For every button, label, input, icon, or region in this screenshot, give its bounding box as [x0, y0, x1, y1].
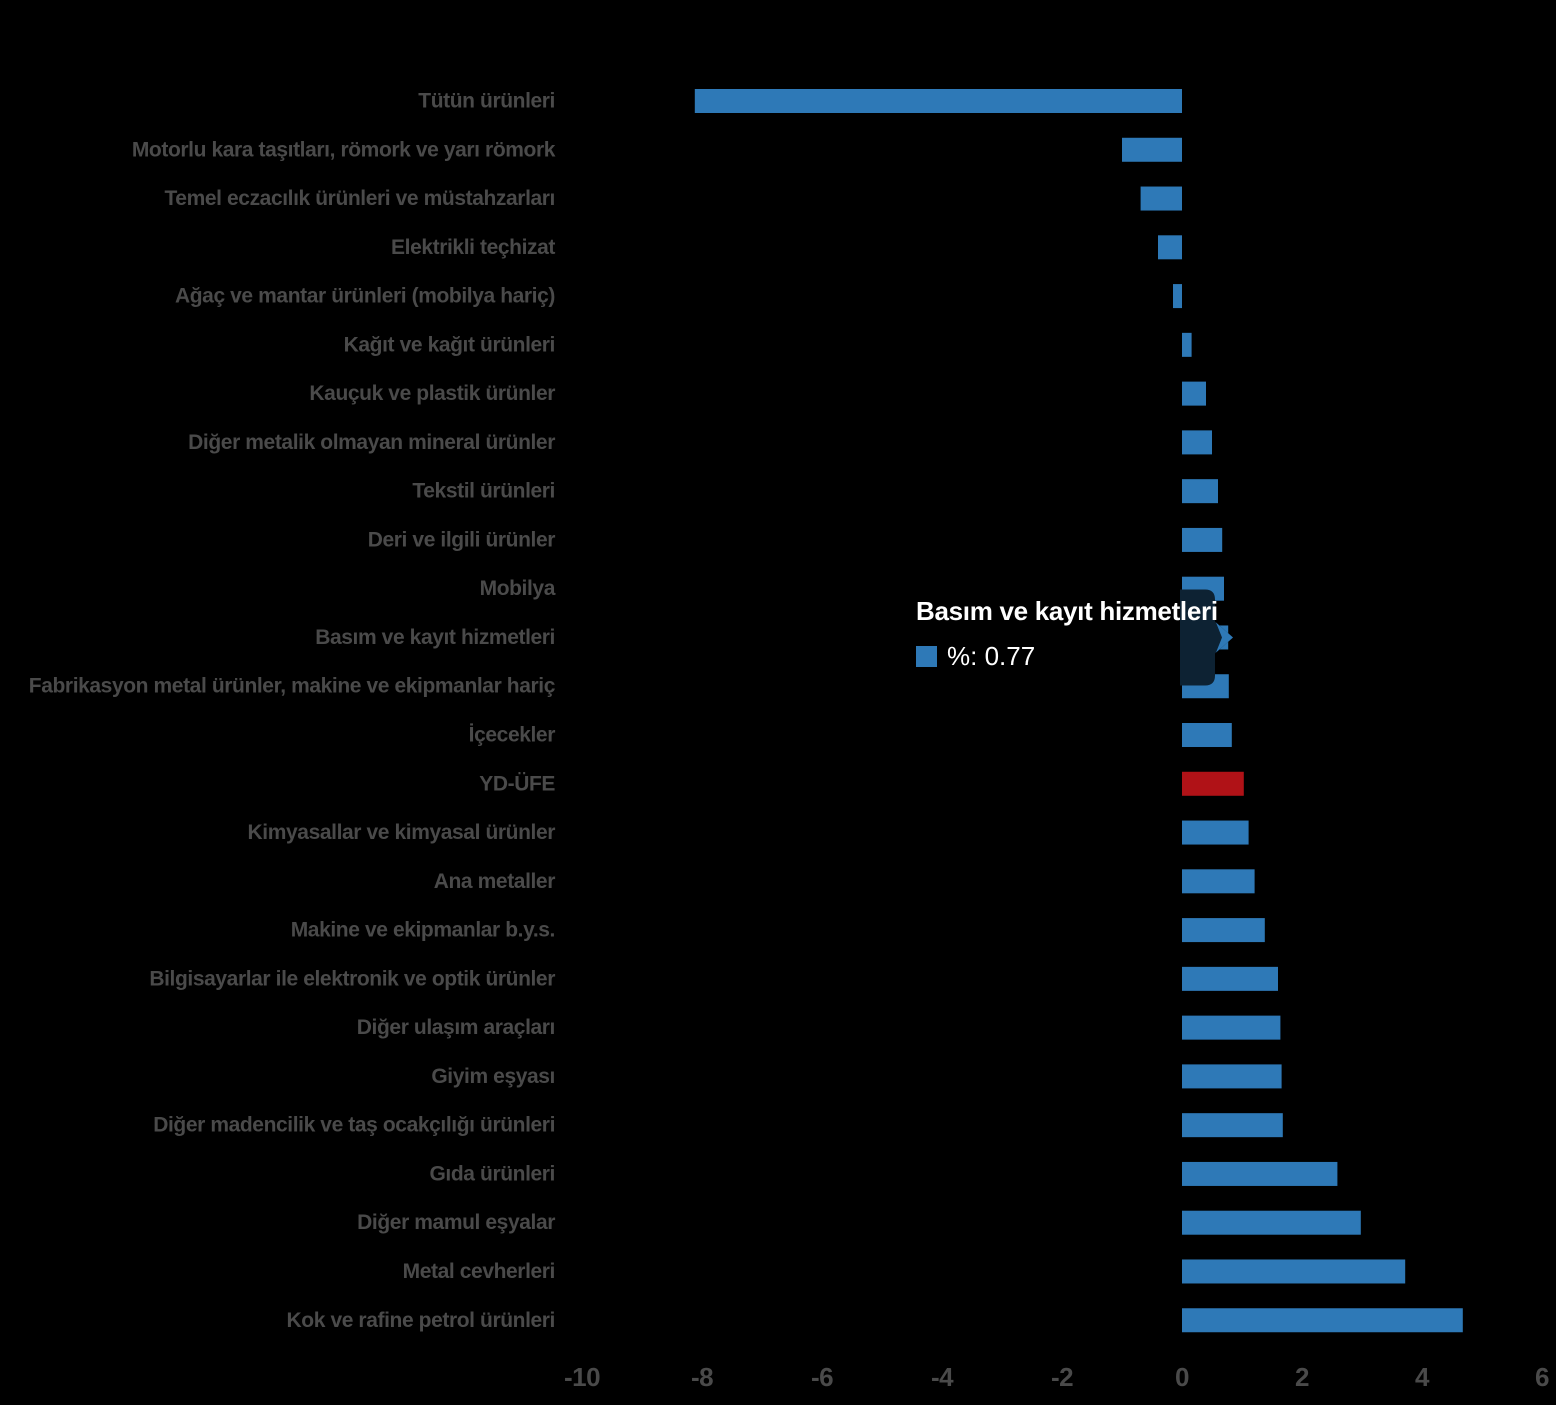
bar-8[interactable] — [1182, 479, 1218, 504]
category-label: Ana metaller — [434, 870, 555, 893]
category-label: Gıda ürünleri — [430, 1162, 556, 1185]
bar-16[interactable] — [1182, 869, 1255, 894]
x-axis-tick: -8 — [691, 1362, 713, 1392]
category-label: Makine ve ekipmanlar b.y.s. — [291, 919, 555, 942]
bar-18[interactable] — [1182, 966, 1278, 991]
x-axis-tick: 4 — [1415, 1362, 1430, 1392]
bar-14[interactable] — [1182, 771, 1244, 796]
category-label: Diğer mamul eşyalar — [357, 1211, 555, 1234]
bar-9[interactable] — [1182, 527, 1223, 552]
bar-7[interactable] — [1182, 430, 1212, 455]
bar-15[interactable] — [1182, 820, 1249, 845]
x-axis-tick: -10 — [564, 1362, 600, 1392]
bar-24[interactable] — [1182, 1259, 1406, 1284]
bar-20[interactable] — [1182, 1064, 1282, 1089]
bar-13[interactable] — [1182, 723, 1232, 748]
bar-17[interactable] — [1182, 918, 1265, 943]
tooltip-callout-shape — [1180, 589, 1233, 686]
category-label: Fabrikasyon metal ürünler, makine ve eki… — [29, 675, 556, 698]
category-label: Diğer madencilik ve taş ocakçılığı ürünl… — [153, 1114, 555, 1137]
category-label: Motorlu kara taşıtları, römork ve yarı r… — [132, 138, 556, 161]
category-label: Giyim eşyası — [431, 1065, 555, 1088]
bar-0[interactable] — [694, 89, 1182, 113]
category-label: İçecekler — [469, 724, 556, 747]
x-axis-tick: -6 — [811, 1362, 833, 1392]
x-axis-tick: -4 — [931, 1362, 954, 1392]
category-label: Tekstil ürünleri — [412, 480, 555, 503]
bar-5[interactable] — [1182, 332, 1192, 357]
x-axis-tick: -2 — [1051, 1362, 1073, 1392]
category-label: Metal cevherleri — [403, 1260, 555, 1283]
bar-1[interactable] — [1122, 137, 1182, 162]
category-label: Diğer metalik olmayan mineral ürünler — [188, 431, 555, 454]
bar-25[interactable] — [1182, 1308, 1463, 1333]
category-label: Diğer ulaşım araçları — [357, 1016, 555, 1039]
category-label: Deri ve ilgili ürünler — [368, 528, 555, 551]
bar-6[interactable] — [1182, 381, 1206, 406]
category-label: Kauçuk ve plastik ürünler — [309, 382, 555, 405]
bar-23[interactable] — [1182, 1210, 1361, 1235]
category-label: YD-ÜFE — [479, 772, 555, 795]
category-label: Bilgisayarlar ile elektronik ve optik ür… — [149, 967, 555, 990]
bar-4[interactable] — [1173, 284, 1182, 309]
category-label: Basım ve kayıt hizmetleri — [315, 626, 555, 649]
category-label: Kağıt ve kağıt ürünleri — [344, 333, 555, 356]
category-label: Temel eczacılık ürünleri ve müstahzarlar… — [164, 187, 555, 210]
x-axis-tick: 6 — [1535, 1362, 1549, 1392]
bar-19[interactable] — [1182, 1015, 1281, 1040]
category-label: Elektrikli teçhizat — [391, 236, 555, 259]
x-axis-tick: 0 — [1175, 1362, 1189, 1392]
category-label: Mobilya — [480, 577, 556, 600]
x-axis-tick: 2 — [1295, 1362, 1309, 1392]
category-label: Tütün ürünleri — [418, 90, 555, 113]
category-label: Kok ve rafine petrol ürünleri — [287, 1309, 555, 1332]
category-label: Kimyasallar ve kimyasal ürünler — [248, 821, 556, 844]
bar-22[interactable] — [1182, 1161, 1338, 1186]
bar-3[interactable] — [1158, 235, 1182, 260]
category-label: Ağaç ve mantar ürünleri (mobilya hariç) — [175, 285, 555, 308]
bar-21[interactable] — [1182, 1113, 1283, 1138]
bar-chevron-icon — [1216, 622, 1233, 653]
bar-2[interactable] — [1140, 186, 1182, 211]
